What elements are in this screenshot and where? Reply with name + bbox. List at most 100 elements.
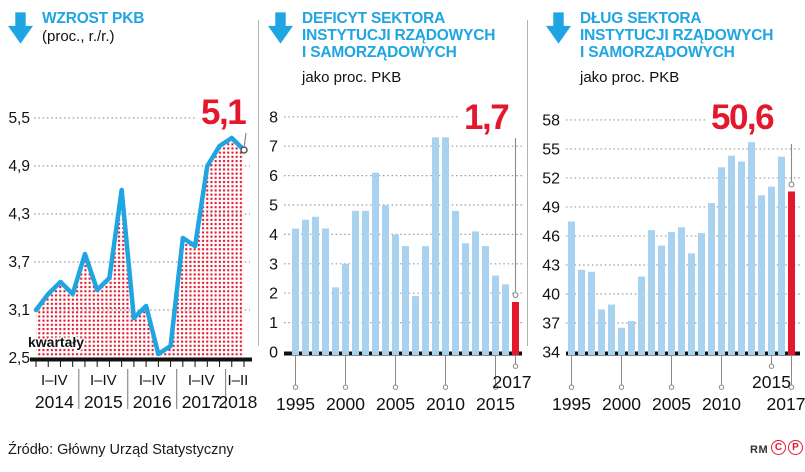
y-tick-label: 4,3 (8, 206, 30, 223)
y-tick-label: 6 (269, 168, 278, 185)
bar (432, 137, 439, 355)
x-group-range-label: I–IV (90, 372, 117, 389)
chart-title-line: INSTYTUCJI RZĄDOWYCH (580, 27, 774, 44)
x-tick-label: 2005 (376, 394, 415, 414)
x-tick-dot (718, 384, 725, 390)
x-tick-label: 2000 (326, 394, 365, 414)
y-tick-label: 0 (269, 345, 278, 362)
chart-title-line: I SAMORZĄDOWYCH (580, 44, 735, 61)
debt-header: DŁUG SEKTORA INSTYTUCJI RZĄDOWYCH I SAMO… (546, 10, 773, 86)
bar (372, 172, 379, 355)
x-group-range-label: I–IV (41, 372, 68, 389)
y-tick-label: 55 (542, 141, 560, 158)
phonogram-badge: P (788, 440, 803, 455)
x-tick-label: 2017 (767, 394, 805, 414)
bar (492, 275, 499, 355)
x-group-year-label: 2016 (133, 392, 172, 412)
chart-title-line: DEFICYT SEKTORA (302, 10, 446, 27)
bar (608, 304, 615, 355)
bar (392, 234, 399, 355)
bar (638, 276, 645, 355)
y-tick-label: 43 (542, 257, 560, 274)
x-tick-dot (618, 384, 625, 390)
last-point-marker (240, 146, 248, 154)
x-group-year-label: 2015 (84, 392, 123, 412)
y-tick-label: 4 (269, 227, 278, 244)
bar (332, 287, 339, 355)
bar (302, 219, 309, 355)
bar (678, 227, 685, 355)
y-tick-label: 34 (542, 345, 560, 362)
x-tick-label: 2005 (652, 394, 691, 414)
down-arrow-icon (268, 12, 293, 44)
down-arrow-icon (8, 12, 33, 44)
gdp-area-fill (36, 138, 244, 358)
bar (292, 228, 299, 355)
x-tick-label: 2015 (476, 394, 515, 414)
chart-title-line: I SAMORZĄDOWYCH (302, 44, 457, 61)
highlighted-bar (788, 191, 795, 355)
x-tick-dot (392, 384, 399, 390)
y-tick-label: 58 (542, 112, 560, 129)
x-group-year-label: 2014 (35, 392, 74, 412)
author-credit: RM (750, 444, 769, 456)
x-tick-label: 1995 (552, 394, 591, 414)
chart-title: WZROST PKB (42, 10, 145, 27)
y-tick-label: 49 (542, 199, 560, 216)
y-tick-label: 3,7 (8, 254, 30, 271)
quarters-note: kwartały (28, 334, 85, 350)
bar (312, 216, 319, 355)
bar (452, 210, 459, 355)
down-arrow-icon (546, 12, 571, 44)
x-group-year-label: 2018 (218, 392, 257, 412)
gdp-line-series (33, 135, 247, 357)
deficit-header: DEFICYT SEKTORA INSTYTUCJI RZĄDOWYCH I S… (268, 10, 495, 86)
x-tick-label: 2000 (602, 394, 641, 414)
bar (628, 321, 635, 355)
source-note: Źródło: Główny Urząd Statystyczny (8, 442, 234, 458)
y-tick-label: 2,5 (8, 350, 30, 367)
bar (618, 327, 625, 355)
x-group-year-label: 2017 (182, 392, 221, 412)
pointer-dot (788, 181, 795, 188)
y-tick-label: 1 (269, 315, 278, 332)
x-group-range-label: I–IV (139, 372, 166, 389)
bar (718, 167, 725, 355)
bar (648, 230, 655, 355)
deficit-highlight-value: 1,7 (464, 98, 510, 137)
bar (322, 228, 329, 355)
bar (668, 232, 675, 355)
bar (658, 245, 665, 355)
bar (748, 142, 755, 355)
gdp-growth-highlight-value: 5,1 (201, 93, 247, 132)
bar (442, 137, 449, 355)
bar (688, 253, 695, 355)
bar (568, 221, 575, 355)
bar (362, 210, 369, 355)
bar (778, 156, 785, 355)
x-tick-dot (512, 363, 519, 369)
x-tick-label: 2010 (426, 394, 465, 414)
chart-subtitle: (proc., r./r.) (42, 28, 115, 45)
chart-subtitle: jako proc. PKB (580, 69, 680, 86)
chart-title-line: INSTYTUCJI RZĄDOWYCH (302, 27, 496, 44)
y-tick-label: 46 (542, 228, 560, 245)
bar (402, 246, 409, 355)
y-tick-label: 52 (542, 170, 560, 187)
x-tick-dot (492, 384, 499, 390)
highlight-pointer (243, 132, 247, 147)
x-tick-label: 2017 (493, 372, 532, 392)
y-tick-label: 2 (269, 286, 278, 303)
x-tick-dot (788, 384, 795, 390)
x-tick-label: 2010 (702, 394, 741, 414)
bar (472, 231, 479, 355)
y-tick-label: 3,1 (8, 302, 30, 319)
x-tick-dot (768, 363, 775, 369)
bar (462, 243, 469, 355)
bar (588, 271, 595, 355)
y-tick-label: 37 (542, 315, 560, 332)
bar (578, 269, 585, 355)
y-tick-label: 8 (269, 109, 278, 126)
pointer-dot (512, 292, 519, 298)
gdp-growth-header: WZROST PKB (proc., r./r.) (8, 10, 144, 45)
